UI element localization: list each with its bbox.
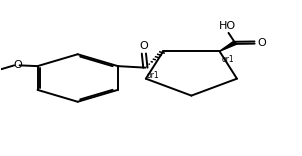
Text: or1: or1 [147, 71, 159, 80]
Text: HO: HO [218, 21, 236, 31]
Polygon shape [220, 42, 237, 51]
Text: O: O [140, 41, 148, 51]
Text: O: O [13, 60, 22, 70]
Text: O: O [257, 38, 266, 48]
Text: or1: or1 [222, 55, 235, 64]
